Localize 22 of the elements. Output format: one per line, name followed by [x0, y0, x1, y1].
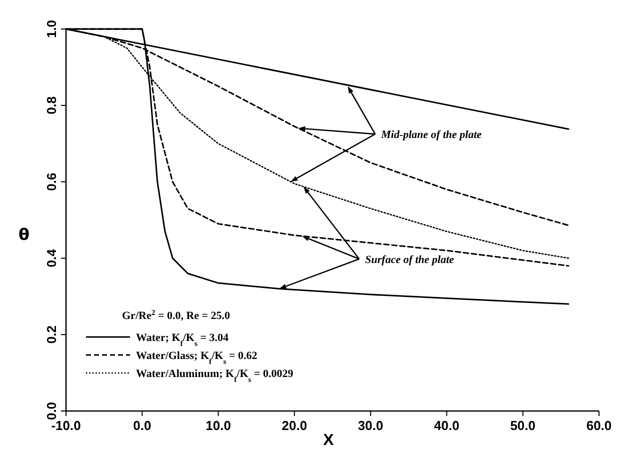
y-tick-label: 0.6 — [44, 172, 59, 191]
y-tick-label: 0.0 — [44, 402, 59, 420]
x-tick-label: 60.0 — [586, 418, 612, 433]
x-axis-title: X — [323, 432, 334, 449]
annotation: Mid-plane of the plate — [380, 129, 482, 142]
x-tick-label: 50.0 — [510, 418, 536, 433]
legend-label: Water/Glass; K$_{f}$/K$_{s}$ = 0.62 — [136, 350, 258, 366]
y-tick-label: 0.8 — [44, 96, 59, 114]
x-tick-label: -10.0 — [51, 418, 81, 433]
x-tick-label: 30.0 — [358, 418, 384, 433]
x-tick-label: 10.0 — [206, 418, 231, 433]
x-tick-label: 0.0 — [133, 418, 152, 433]
legend-label: Water; K$_{f}$/K$_{s}$ = 3.04 — [136, 332, 229, 348]
y-tick-label: 0.2 — [44, 326, 59, 344]
y-tick-label: 1.0 — [44, 20, 59, 38]
annotation: Surface of the plate — [365, 254, 454, 266]
legend-title: Gr/Re$^{2}$ = 0.0, Re = 25.0 — [122, 308, 231, 322]
legend-label: Water/Aluminum; K$_{f}$/K$_{s}$ = 0.0029 — [136, 368, 294, 384]
y-axis-title: θ — [18, 225, 30, 244]
x-tick-label: 20.0 — [282, 418, 308, 433]
y-tick-label: 0.4 — [44, 248, 59, 268]
x-tick-label: 40.0 — [434, 418, 460, 433]
